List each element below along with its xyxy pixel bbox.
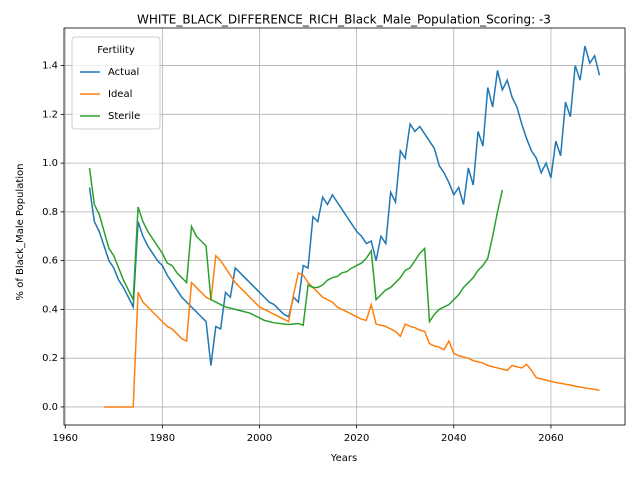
legend-label: Ideal — [108, 89, 132, 100]
x-axis-label: Years — [330, 453, 357, 464]
y-tick-label: 1.2 — [42, 109, 58, 120]
y-axis-label: % of Black_Male Population — [15, 164, 26, 301]
y-tick-label: 0.6 — [42, 256, 58, 267]
legend: Fertility Actual Ideal Sterile — [71, 36, 161, 130]
y-tick-label: 0.0 — [42, 402, 58, 413]
data-line — [104, 254, 600, 408]
legend-label: Sterile — [108, 111, 140, 122]
legend-label: Actual — [108, 67, 139, 78]
data-line — [88, 45, 601, 366]
x-tick-label: 2020 — [344, 433, 369, 444]
x-tick-label: 1960 — [52, 433, 77, 444]
x-tick-label: 2040 — [441, 433, 466, 444]
y-tick-label: 1.0 — [42, 158, 58, 169]
data-line — [88, 167, 504, 327]
x-tick-label: 2060 — [538, 433, 563, 444]
legend-box — [71, 36, 161, 130]
y-tick-label: 0.2 — [42, 353, 58, 364]
y-tick-label: 0.8 — [42, 207, 58, 218]
x-tick-label: 1980 — [150, 433, 175, 444]
chart-title: WHITE_BLACK_DIFFERENCE_RICH_Black_Male_P… — [137, 13, 551, 27]
x-tick-label: 2000 — [247, 433, 272, 444]
plot-frame — [63, 27, 626, 426]
legend-title: Fertility — [97, 45, 135, 56]
y-tick-label: 1.4 — [42, 61, 58, 72]
y-tick-label: 0.4 — [42, 304, 58, 315]
